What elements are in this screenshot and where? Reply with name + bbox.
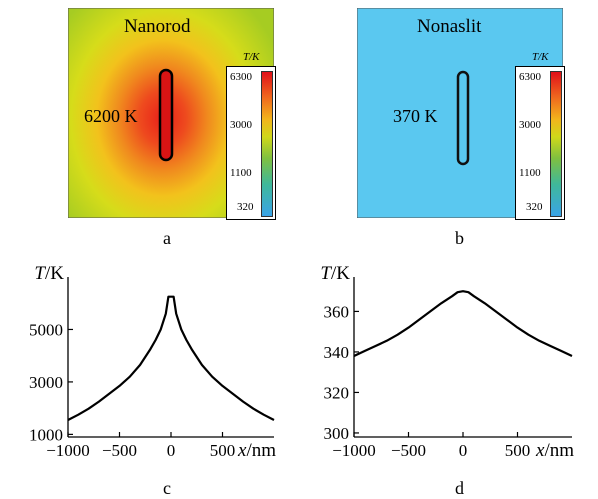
y-tick-label: 300 — [324, 424, 350, 443]
y-axis-label: T/K — [320, 263, 350, 284]
panel-b-colorbar-tick: 6300 — [519, 71, 541, 83]
x-tick-label: 500 — [210, 441, 236, 460]
nanorod-shape — [158, 68, 174, 162]
panel-b-peak-label: 370 K — [393, 106, 438, 126]
temperature-series-line — [353, 290, 573, 357]
panel-b-colorbar: T/K 6300 3000 1100 320 — [515, 51, 565, 220]
x-tick-label: 500 — [505, 441, 531, 460]
panel-a-nanorod-map: Nanorod 6200 K T/K 6300 3000 1100 320 — [67, 7, 276, 220]
panel-a-colorbar: T/K 6300 3000 1100 320 — [226, 51, 276, 220]
nonaslit-shape — [456, 70, 470, 166]
panel-a-colorbar-gradient — [261, 71, 273, 217]
panel-a-title: Nanorod — [124, 16, 191, 37]
panel-b-label: b — [455, 228, 464, 248]
panel-a-colorbar-unit: T/K — [243, 51, 260, 63]
y-tick-label: 340 — [324, 343, 350, 362]
panel-b-nonaslit-map: Nonaslit 370 K T/K 6300 3000 1100 320 — [356, 7, 565, 220]
panel-d-label: d — [455, 478, 464, 498]
panel-a-label: a — [163, 228, 171, 248]
panel-b-title: Nonaslit — [417, 16, 482, 37]
x-axis-label: x/nm — [535, 440, 574, 461]
x-tick-label: 0 — [459, 441, 468, 460]
panel-a-colorbar-tick: 1100 — [230, 167, 252, 179]
y-tick-label: 320 — [324, 383, 350, 402]
x-tick-label: −1000 — [46, 441, 90, 460]
chart-c: 1000 3000 5000 −1000 −500 0 500 T/K x/nm — [29, 263, 276, 461]
panel-a-colorbar-tick: 6300 — [230, 71, 252, 83]
y-tick-label: 1000 — [29, 425, 63, 444]
panel-c-label: c — [163, 478, 171, 498]
panel-a-colorbar-tick: 3000 — [230, 119, 252, 131]
x-tick-label: −500 — [102, 441, 137, 460]
panel-b-colorbar-gradient — [550, 71, 562, 217]
panel-b-colorbar-tick: 1100 — [519, 167, 541, 179]
x-axis-label: x/nm — [237, 440, 276, 461]
panel-a-peak-label: 6200 K — [84, 106, 138, 126]
y-axis-label: T/K — [34, 263, 64, 284]
y-tick-label: 360 — [324, 302, 350, 321]
panel-b-colorbar-tick: 320 — [526, 201, 543, 213]
x-tick-label: 0 — [167, 441, 176, 460]
y-tick-label: 3000 — [29, 373, 63, 392]
panel-b-colorbar-unit: T/K — [532, 51, 549, 63]
panel-a-colorbar-tick: 320 — [237, 201, 254, 213]
panel-b-colorbar-tick: 3000 — [519, 119, 541, 131]
temperature-series-line — [67, 295, 275, 421]
chart-d: 300 320 340 360 −1000 −500 0 500 T/K x/nm — [320, 263, 574, 461]
x-tick-label: −1000 — [332, 441, 376, 460]
x-tick-label: −500 — [391, 441, 426, 460]
y-tick-label: 5000 — [29, 320, 63, 339]
